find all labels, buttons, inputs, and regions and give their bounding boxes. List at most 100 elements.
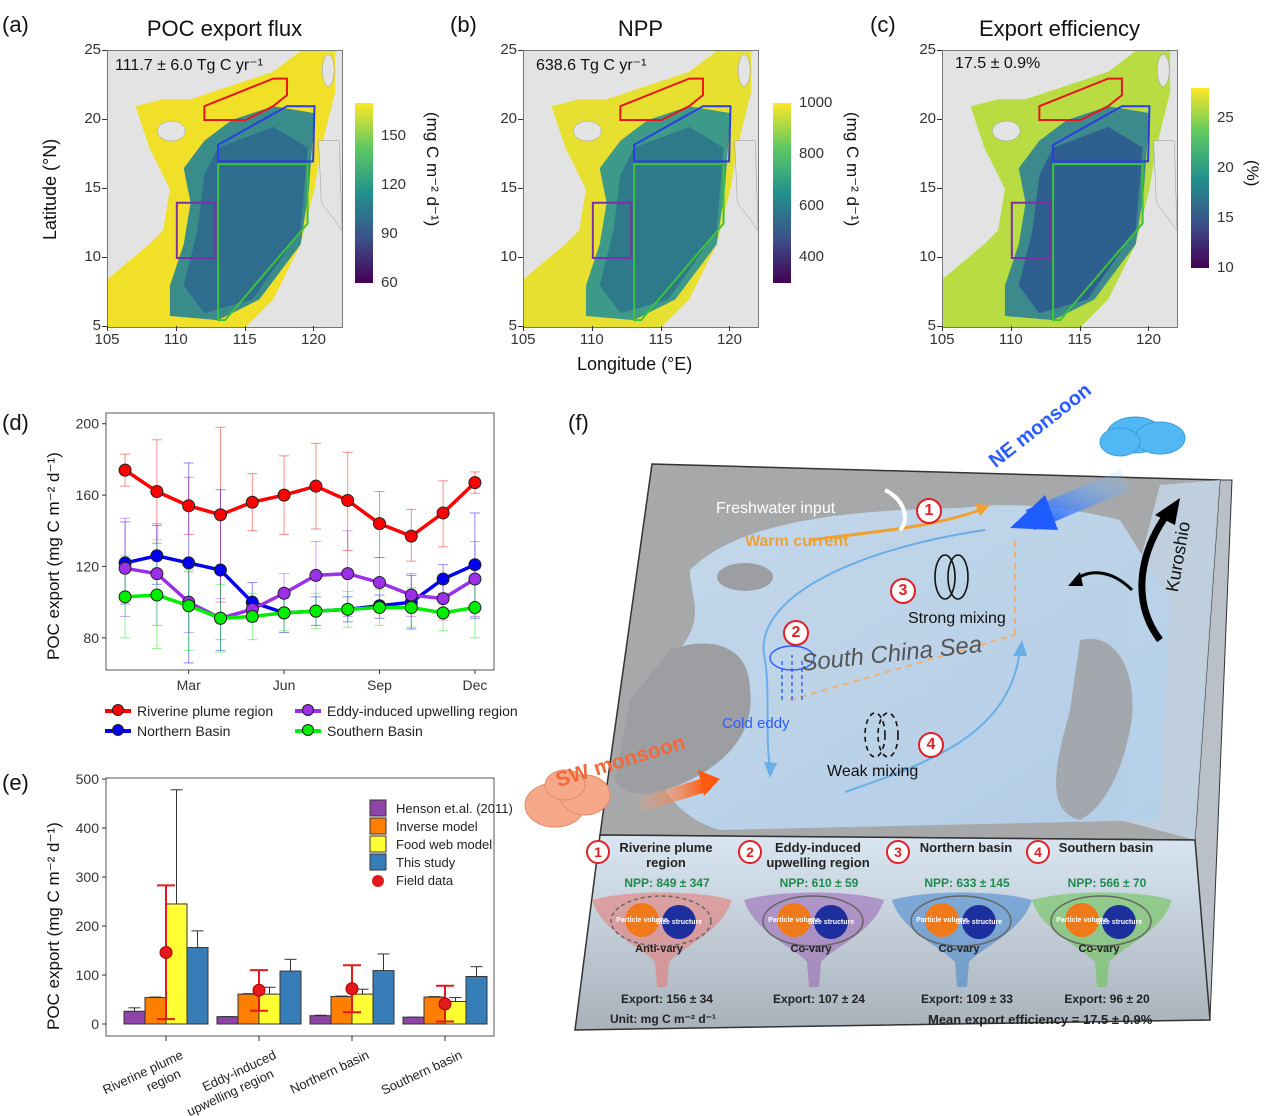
marker-4: 4 [918,732,944,758]
map-ytick-mark [937,257,942,258]
indochina-land [615,643,751,794]
legend-swatch [105,724,131,736]
map-xtick-mark [107,326,108,331]
card-number-marker: 2 [738,840,762,864]
particle-volume-label: Particle volume [1056,917,1108,924]
particle-volume-label: Particle volume [768,917,820,924]
panel-b-label: (b) [450,12,477,37]
size-structure-label: Size structure [1096,919,1142,926]
map-ytick-mark [102,50,107,51]
size-structure-gear-icon [814,905,848,939]
bar-henson-et-al- [309,1015,332,1025]
region-outline-northern-basin [633,105,732,163]
map-xtick-mark [729,326,731,331]
bar-this-study [465,975,488,1025]
chart-d-xtick-label: Dec [462,677,487,693]
label-cold-eddy: Cold eddy [722,715,790,732]
colorbar-tick-label: 150 [381,126,407,144]
map-xtick-label: 105 [929,331,955,348]
chart-d-ytick-label: 120 [76,558,100,574]
bar-inverse-model [330,996,353,1025]
panel-c-title: Export efficiency [978,16,1140,41]
size-structure-label: Size structure [656,919,702,926]
bar-henson-et-al- [216,1016,239,1025]
point-southern-basin [182,599,196,613]
cycle-arrow-icon [762,895,864,947]
map-xtick-mark [942,326,943,331]
region-card: 3 Northern basin NPP: 633 ± 145 Particle vo… [882,836,1042,1006]
point-riverine-plume-region [277,488,291,502]
region-card: 1 Riverine plume region NPP: 849 ± 347 Part… [582,836,742,1006]
card-title: Riverine plume region [619,840,713,870]
bar-this-study [279,970,302,1025]
sea-basin [1018,126,1143,314]
chart-e-xtick-label: Eddy-inducedupwelling region [178,1047,285,1116]
point-eddy-induced-upwelling-region [277,586,291,600]
mean-efficiency-label: Mean export efficiency = 17.5 ± 0.9% [928,1012,1153,1027]
basin-current-west [762,529,986,771]
legend-label: Food web model [396,837,492,852]
chart-e-ytick-label: 400 [76,820,100,836]
region-outline-eddy-induced-upwelling-region [591,201,633,259]
legend-label: This study [396,855,456,870]
funnel-shape [892,892,1032,987]
hainan-island [717,563,773,591]
card-title: Southern basin [1058,840,1154,855]
panel-a-title: POC export flux [146,16,303,41]
map-xtick-label: 110 [163,331,188,348]
map-ytick-mark [937,119,942,120]
panel-f-label: (f) [568,410,589,435]
card-title: Eddy-induced upwelling region [766,840,870,870]
point-eddy-induced-upwelling-region [118,561,132,575]
point-southern-basin [277,606,291,620]
point-riverine-plume-region [309,479,323,493]
chart-e-xtick-label: Riverine plumeregion [100,1047,192,1112]
cycle-arrow-icon [1050,895,1152,947]
colorbar-c [1191,88,1209,268]
point-riverine-plume-region [404,529,418,543]
map-ytick-mark [102,326,107,327]
point-eddy-induced-upwelling-region [150,567,164,581]
relation-label: Co-vary [939,943,981,955]
bar-henson-et-al- [123,1010,146,1025]
bar-food-web-model [258,993,281,1025]
legend-label: Field data [396,873,454,888]
chart-e-ytick-label: 300 [76,869,100,885]
map-ytick-mark [102,188,107,189]
map-ytick-label: 5 [927,317,936,334]
map-ytick-label: 25 [919,41,936,58]
bar-henson-et-al- [402,1016,425,1025]
field-data-point [345,982,359,996]
colorbar-tick-label: 1000 [799,94,833,111]
chart-d-plot-area [105,412,495,671]
panel-c-label: (c) [870,12,896,37]
point-riverine-plume-region [118,463,132,477]
legend-swatch-field [372,875,384,887]
label-strong-mixing: Strong mixing [908,610,1006,627]
colorbar-tick-label: 60 [381,274,398,291]
map-export-efficiency [942,50,1178,328]
region-outline-riverine-plume-region [203,77,288,121]
point-southern-basin [213,611,227,625]
colorbar-tick-label: 600 [799,196,825,214]
particle-volume-gear-icon [777,903,811,937]
map-xtick-mark [175,326,177,331]
point-eddy-induced-upwelling-region [341,567,355,581]
card-number-marker: 3 [886,840,910,864]
particle-volume-gear-icon [1065,903,1099,937]
region-cards: 1 Riverine plume region NPP: 849 ± 347 Part… [582,836,1262,1028]
size-structure-gear-icon [662,905,696,939]
map-ytick-mark [937,326,942,327]
map-a-ylabel: Latitude (°N) [40,138,60,240]
chart-e-ytick-label: 200 [76,918,100,934]
sea-basin [183,126,308,314]
map-ytick-label: 10 [919,248,936,265]
hainan-island [573,120,602,142]
map-xtick-label: 120 [716,331,742,348]
region-outline-eddy-induced-upwelling-region [175,201,217,259]
map-ytick-mark [937,50,942,51]
map-ytick-mark [102,257,107,258]
card-npp: NPP: 566 ± 70 [1067,876,1147,890]
